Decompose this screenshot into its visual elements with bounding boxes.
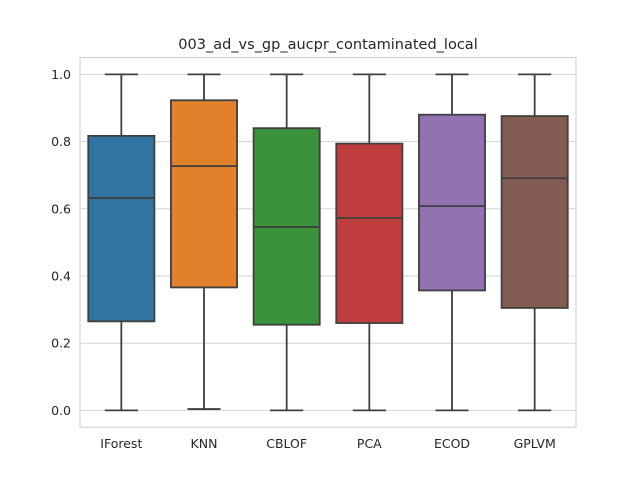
y-tick-label: 0.6: [51, 201, 71, 216]
box-gplvm: [500, 73, 569, 412]
chart-title: 003_ad_vs_gp_aucpr_contaminated_local: [178, 37, 477, 53]
box-iforest: [87, 73, 156, 412]
box-knn: [170, 73, 238, 410]
x-axis-ticks: IForest KNN CBLOF PCA ECOD GPLVM: [100, 436, 555, 451]
x-tick-label: CBLOF: [266, 436, 307, 451]
box-pca: [335, 73, 404, 412]
box-cblof: [252, 73, 321, 412]
iqr-box: [87, 134, 156, 323]
y-tick-label: 0.2: [51, 336, 71, 351]
iqr-box: [335, 142, 404, 324]
plot-area: [79, 57, 577, 428]
x-tick-label: KNN: [191, 436, 218, 451]
y-tick-label: 0.4: [51, 269, 71, 284]
iqr-box: [500, 115, 569, 309]
iqr-box: [418, 113, 486, 292]
x-tick-label: IForest: [100, 436, 142, 451]
y-tick-label: 1.0: [51, 67, 71, 82]
grid-lines: [80, 73, 576, 411]
x-tick-label: ECOD: [434, 436, 470, 451]
y-axis-ticks: 0.0 0.2 0.4 0.6 0.8 1.0: [51, 67, 71, 418]
y-tick-label: 0.8: [51, 134, 71, 149]
x-tick-label: PCA: [357, 436, 382, 451]
x-tick-label: GPLVM: [514, 436, 556, 451]
y-tick-label: 0.0: [51, 403, 71, 418]
iqr-box: [170, 99, 238, 289]
box-ecod: [418, 73, 486, 412]
boxes: [87, 73, 569, 412]
